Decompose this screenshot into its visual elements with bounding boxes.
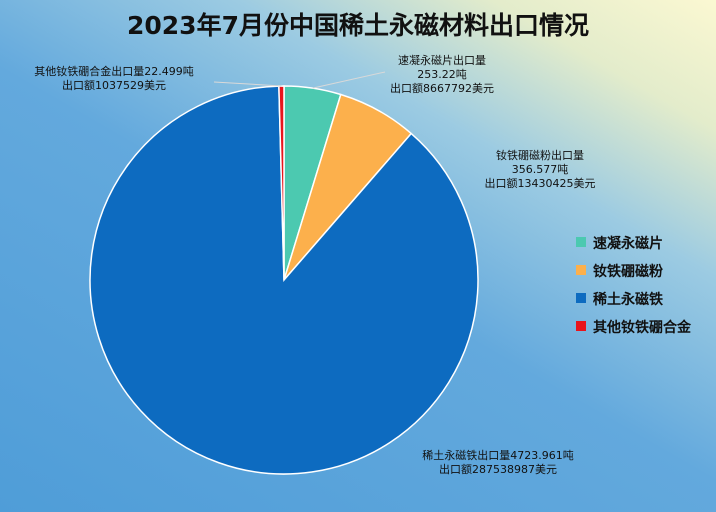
- data-label-1: 速凝永磁片出口量 253.22吨出口额8667792美元: [390, 53, 494, 95]
- pie-slice-3: [89, 85, 479, 475]
- leader-line-4: [213, 81, 282, 87]
- leader-lines: [213, 71, 386, 89]
- legend-entry-1: 速凝永磁片: [593, 235, 663, 252]
- data-label-2: 钕铁硼磁粉出口量 356.577吨出口额13430425美元: [485, 148, 596, 190]
- legend-swatch-3: [576, 293, 586, 303]
- legend-entry-2: 钕铁硼磁粉: [593, 263, 663, 280]
- data-label-4: 其他钕铁硼合金出口量22.499吨出口额1037529美元: [34, 64, 194, 92]
- legend-swatch-1: [576, 237, 586, 247]
- legend-entry-3: 稀土永磁铁: [593, 291, 663, 308]
- pie-slices: [89, 85, 479, 475]
- legend-entry-4: 其他钕铁硼合金: [593, 319, 692, 336]
- leader-line-1: [312, 71, 386, 89]
- data-label-3: 稀土永磁铁出口量4723.961吨出口额287538987美元: [422, 448, 574, 476]
- legend-swatch-2: [576, 265, 586, 275]
- chart-title: 2023年7月份中国稀土永磁材料出口情况: [127, 11, 589, 40]
- legend-swatch-4: [576, 321, 586, 331]
